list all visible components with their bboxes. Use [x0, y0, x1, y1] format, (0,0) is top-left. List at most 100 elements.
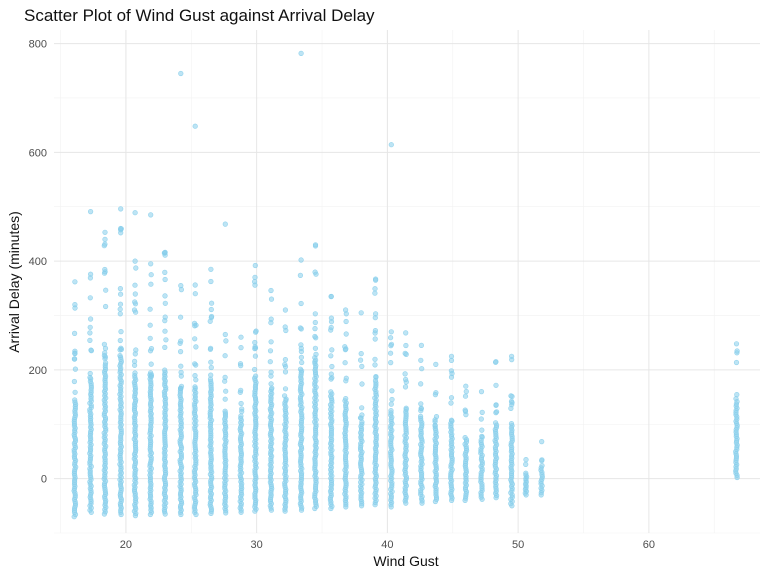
data-point [734, 348, 740, 354]
data-point [328, 319, 335, 325]
data-point [448, 368, 455, 374]
data-point [101, 270, 108, 276]
data-point [313, 357, 319, 363]
data-point [71, 356, 77, 362]
data-point [328, 376, 334, 382]
data-point [147, 322, 153, 328]
data-point [733, 359, 740, 366]
data-point [462, 435, 468, 441]
data-point [222, 374, 228, 381]
data-point [147, 335, 153, 341]
data-point [479, 427, 485, 433]
data-point [148, 212, 154, 218]
data-point [147, 306, 153, 312]
data-point [509, 400, 515, 406]
data-point [88, 347, 94, 353]
data-point [253, 373, 259, 379]
data-point [388, 408, 394, 414]
data-point [463, 388, 469, 395]
data-point [403, 330, 409, 336]
data-point [252, 262, 258, 269]
data-point [148, 281, 154, 287]
data-point [268, 381, 274, 387]
data-point [418, 357, 424, 363]
data-point [238, 400, 244, 407]
data-point [192, 336, 198, 342]
data-point [372, 336, 378, 342]
y-tick-label: 0 [41, 474, 47, 486]
data-point [252, 353, 258, 359]
data-point [539, 463, 545, 469]
data-point [178, 363, 184, 369]
data-point [523, 461, 529, 468]
data-point [223, 338, 229, 344]
data-point [479, 409, 485, 416]
data-point [313, 335, 319, 341]
data-point [328, 353, 334, 359]
data-point [298, 354, 305, 361]
data-point [358, 351, 364, 357]
data-point [313, 271, 319, 277]
data-point [298, 50, 304, 57]
data-point [299, 368, 305, 374]
data-point [343, 331, 349, 337]
data-point [208, 364, 214, 371]
data-point [102, 360, 109, 366]
data-point [312, 345, 319, 351]
data-point [282, 361, 288, 368]
data-point [313, 351, 319, 358]
data-point [448, 417, 455, 423]
data-point [508, 421, 515, 427]
data-point [388, 335, 394, 341]
data-point [267, 359, 273, 365]
data-point [372, 286, 378, 292]
data-point [328, 324, 334, 331]
data-point [268, 369, 274, 375]
data-point [71, 330, 78, 337]
data-point [372, 362, 378, 368]
data-point [72, 279, 78, 285]
data-point [388, 142, 394, 148]
data-point [328, 293, 334, 300]
data-point [403, 351, 409, 358]
data-point [222, 221, 228, 227]
data-point [389, 388, 395, 394]
data-point [388, 360, 394, 366]
data-point [267, 348, 274, 354]
data-point [87, 330, 93, 336]
data-point [252, 279, 258, 285]
data-point [208, 359, 214, 365]
data-point [268, 339, 274, 345]
data-point [192, 282, 198, 288]
x-tick-label: 50 [512, 539, 524, 551]
data-point [388, 341, 395, 347]
data-point [207, 346, 213, 352]
data-point [162, 344, 168, 351]
data-point [448, 395, 455, 401]
data-point [359, 405, 365, 411]
data-point [238, 413, 244, 419]
data-point [237, 361, 244, 367]
data-point [118, 230, 124, 236]
data-point [343, 318, 349, 325]
data-point [372, 356, 378, 362]
data-point [193, 377, 199, 383]
data-point [388, 401, 394, 407]
data-point [162, 293, 168, 299]
data-point [432, 417, 438, 423]
chart-title: Scatter Plot of Wind Gust against Arriva… [24, 6, 375, 25]
data-point [102, 356, 108, 362]
data-point [133, 265, 139, 271]
data-point [358, 310, 364, 316]
data-point [268, 316, 274, 322]
y-axis-title: Arrival Delay (minutes) [6, 211, 22, 353]
data-point [539, 457, 545, 463]
data-point [102, 236, 108, 242]
data-point [223, 388, 229, 394]
data-point [148, 346, 155, 352]
data-point [148, 261, 154, 267]
data-point [102, 345, 109, 352]
data-point [312, 326, 318, 332]
data-point [357, 415, 364, 421]
